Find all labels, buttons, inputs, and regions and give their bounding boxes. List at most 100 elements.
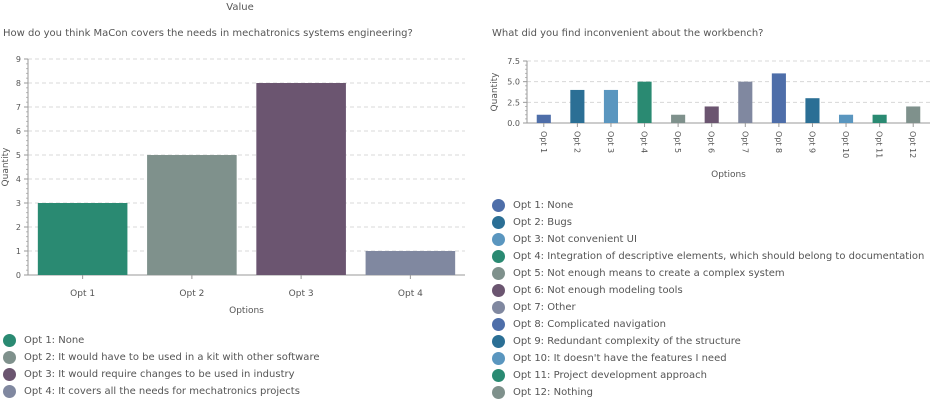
right-legend-item: Opt 10: It doesn't have the features I n… [492,350,924,367]
left-x-tick-label: Opt 4 [398,289,423,299]
right-x-tick-label: Opt 6 [707,131,716,153]
left-chart-legend: Opt 1: None Opt 2: It would have to be us… [3,332,319,400]
right-legend-label: Opt 12: Nothing [513,387,593,398]
left-legend-item: Opt 4: It covers all the needs for mecha… [3,383,319,400]
right-legend-item: Opt 5: Not enough means to create a comp… [492,265,924,282]
right-bar-12 [906,106,921,123]
right-legend-swatch [492,284,505,297]
left-legend-swatch [3,351,16,364]
right-legend-swatch [492,267,505,280]
left-y-tick-label: 3 [16,199,21,208]
right-bar-2 [570,89,585,123]
left-bar-4 [365,251,456,275]
right-legend-label: Opt 9: Redundant complexity of the struc… [513,336,741,347]
left-legend-swatch [3,334,16,347]
left-legend-label: Opt 3: It would require changes to be us… [24,369,295,380]
right-legend-swatch [492,335,505,348]
right-legend-swatch [492,250,505,263]
right-legend-item: Opt 8: Complicated navigation [492,316,924,333]
right-chart-title: What did you find inconvenient about the… [492,28,764,39]
left-x-axis-label: Options [229,306,264,316]
right-legend-swatch [492,352,505,365]
left-chart-title: How do you think MaCon covers the needs … [3,28,413,39]
right-x-tick-label: Opt 10 [841,131,850,158]
right-x-tick-label: Opt 4 [640,131,649,153]
right-legend-swatch [492,233,505,246]
left-legend-swatch [3,385,16,398]
right-y-tick-label: 2.5 [507,98,520,107]
right-legend-item: Opt 3: Not convenient UI [492,231,924,248]
right-bar-11 [872,114,887,123]
right-bar-3 [603,89,619,123]
right-legend-item: Opt 2: Bugs [492,214,924,231]
right-legend-label: Opt 11: Project development approach [513,370,707,381]
left-legend-swatch [3,368,16,381]
left-y-tick-label: 9 [16,55,21,64]
right-legend-label: Opt 5: Not enough means to create a comp… [513,268,785,279]
page-title: Value [226,2,254,13]
right-x-tick-label: Opt 7 [740,131,749,153]
left-legend-label: Opt 2: It would have to be used in a kit… [24,352,320,363]
left-legend-label: Opt 1: None [24,335,85,346]
left-legend-item: Opt 3: It would require changes to be us… [3,366,319,383]
right-legend-label: Opt 7: Other [513,302,576,313]
right-x-axis-label: Options [711,170,746,180]
left-y-tick-label: 6 [16,127,21,136]
right-legend-swatch [492,386,505,399]
right-bar-7 [738,81,753,123]
left-legend-item: Opt 1: None [3,332,319,349]
right-bar-6 [704,106,719,123]
right-legend-swatch [492,199,505,212]
right-x-tick-label: Opt 2 [572,131,581,153]
left-y-tick-label: 5 [16,151,21,160]
right-legend-swatch [492,216,505,229]
left-bar-1 [37,203,128,275]
right-legend-item: Opt 7: Other [492,299,924,316]
right-x-tick-label: Opt 5 [673,131,682,153]
left-bar-3 [256,83,346,275]
right-legend-label: Opt 10: It doesn't have the features I n… [513,353,727,364]
right-legend-label: Opt 3: Not convenient UI [513,234,637,245]
right-chart-legend: Opt 1: None Opt 2: Bugs Opt 3: Not conveni… [492,197,924,401]
right-bar-8 [771,73,786,123]
left-y-tick-label: 2 [16,223,21,232]
right-legend-item: Opt 1: None [492,197,924,214]
right-y-tick-label: 0.0 [507,119,520,128]
right-y-tick-label: 5.0 [507,78,520,87]
right-legend-swatch [492,318,505,331]
left-x-tick-label: Opt 1 [70,289,95,299]
right-legend-item: Opt 9: Redundant complexity of the struc… [492,333,924,350]
left-y-axis-label: Quantity [1,147,11,187]
right-bar-10 [838,114,854,123]
right-bar-1 [536,114,551,123]
right-bar-5 [671,114,686,123]
right-x-tick-label: Opt 1 [539,131,548,153]
right-bar-9 [805,98,820,123]
left-bar-2 [147,155,237,275]
left-legend-label: Opt 4: It covers all the needs for mecha… [24,386,300,397]
right-legend-swatch [492,301,505,314]
right-y-tick-label: 7.5 [507,57,520,66]
left-y-tick-label: 8 [16,79,21,88]
left-y-tick-label: 7 [16,103,21,112]
left-y-tick-label: 4 [16,175,21,184]
right-legend-item: Opt 4: Integration of descriptive elemen… [492,248,924,265]
right-bar-4 [637,81,652,123]
right-x-tick-label: Opt 3 [606,131,615,153]
right-legend-label: Opt 8: Complicated navigation [513,319,666,330]
right-legend-label: Opt 4: Integration of descriptive elemen… [513,251,925,262]
right-x-tick-label: Opt 9 [807,131,816,153]
left-y-tick-label: 1 [16,247,21,256]
right-x-tick-label: Opt 11 [875,131,884,158]
right-legend-item: Opt 11: Project development approach [492,367,924,384]
right-legend-label: Opt 1: None [513,200,574,211]
right-legend-swatch [492,369,505,382]
left-y-tick-label: 0 [16,271,21,280]
right-legend-label: Opt 2: Bugs [513,217,572,228]
right-x-tick-label: Opt 12 [908,131,917,158]
right-legend-label: Opt 6: Not enough modeling tools [513,285,683,296]
right-legend-item: Opt 6: Not enough modeling tools [492,282,924,299]
right-y-axis-label: Quantity [490,72,500,112]
right-x-tick-label: Opt 8 [774,131,783,153]
